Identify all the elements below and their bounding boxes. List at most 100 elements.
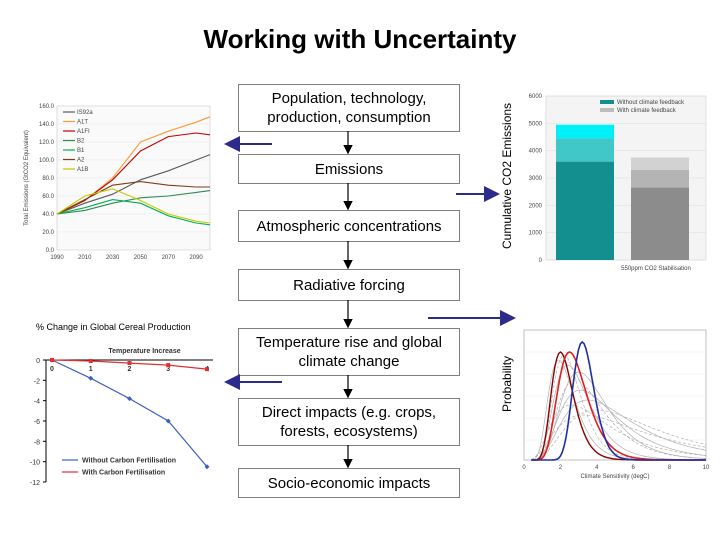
data-point — [127, 396, 132, 402]
bar-segment — [631, 169, 689, 188]
x-tick-label: 2010 — [78, 255, 92, 261]
pdf-curve-blue — [531, 340, 706, 461]
x-tick-label: 1 — [89, 366, 93, 373]
y-axis-label: Total Emissions (GtCO2 Equivalent) — [24, 130, 30, 226]
y-tick-label: 120.0 — [39, 140, 55, 146]
bar-segment — [631, 157, 689, 170]
y-tick-label: 160.0 — [39, 104, 55, 110]
x-tick-label: 2050 — [134, 255, 148, 261]
series-line — [56, 199, 211, 226]
data-point — [127, 361, 132, 366]
y-tick-label: 20.0 — [42, 230, 54, 236]
y-tick-label: 2000 — [529, 203, 543, 209]
legend-label: B1 — [77, 148, 85, 154]
x-tick-label: 4 — [595, 465, 599, 471]
y-tick-label: -2 — [34, 378, 40, 385]
series-line — [56, 132, 211, 215]
x-axis-label: 550ppm CO2 Stabilisation — [621, 266, 691, 272]
flow-step-impacts: Direct impacts (e.g. crops, forests, eco… — [238, 398, 460, 446]
flow-step-forcing: Radiative forcing — [238, 269, 460, 301]
y-tick-label: 5000 — [529, 121, 543, 127]
data-point — [88, 359, 93, 364]
x-tick-label: 3 — [166, 366, 170, 373]
y-tick-label: 1000 — [529, 231, 543, 237]
model-pdf-curve — [531, 371, 707, 461]
y-tick-label: 40.0 — [42, 212, 54, 218]
flow-step-concentrations: Atmospheric concentrations — [238, 210, 460, 242]
flow-step-emissions: Emissions — [238, 154, 460, 184]
emissions-scenarios-chart: 0.0 20.0 40.0 60.0 80.0 100.0 120.0 140.0 160.0 1… — [24, 104, 211, 261]
plot-area — [523, 329, 707, 461]
climate-sensitivity-chart: 0 2 4 6 8 10 Climate Sensitivity (degC) — [522, 329, 710, 480]
model-pdf-curve — [531, 409, 707, 461]
y-tick-label: 80.0 — [42, 176, 54, 182]
series-line — [56, 190, 211, 215]
x-tick-label: 0 — [50, 366, 54, 373]
y-tick-label: 6000 — [529, 94, 543, 100]
model-pdf-curve — [531, 399, 707, 461]
data-point — [166, 363, 171, 368]
legend-swatch — [600, 108, 614, 112]
x-tick-label: 2090 — [189, 255, 203, 261]
data-point — [88, 375, 94, 381]
legend-label: With Carbon Fertilisation — [82, 470, 165, 477]
series-line — [56, 188, 211, 224]
y-tick-label: -4 — [34, 399, 40, 406]
model-pdf-curve — [531, 414, 707, 460]
x-tick-label: 0 — [522, 465, 526, 471]
y-tick-label: 0 — [539, 258, 543, 264]
series-line — [51, 359, 208, 468]
cumulative-axis-label: Cumulative CO2 Emissions — [500, 102, 514, 249]
cereal-chart-title: Temperature Increase — [108, 348, 180, 355]
flow-step-drivers: Population, technology, production, cons… — [238, 84, 460, 132]
y-tick-label: -8 — [34, 439, 40, 446]
y-tick-label: -12 — [30, 480, 40, 487]
data-point — [50, 358, 54, 362]
y-tick-label: 60.0 — [42, 194, 54, 200]
cereal-chart-label: % Change in Global Cereal Production — [36, 322, 191, 332]
y-tick-label: -6 — [34, 419, 40, 426]
legend-label: A1FI — [77, 129, 90, 135]
x-tick-label: 1990 — [50, 255, 64, 261]
y-tick-label: 4000 — [529, 149, 543, 155]
data-point — [205, 367, 209, 372]
data-point — [165, 418, 171, 424]
legend-swatch — [600, 100, 614, 104]
probability-axis-label: Probability — [500, 355, 514, 412]
legend-label: B2 — [77, 139, 85, 145]
cumulative-emissions-chart: 0 1000 2000 3000 4000 5000 6000 Without climate… — [529, 94, 707, 272]
legend-label: A1T — [77, 120, 88, 126]
legend-label: Without climate feedback — [617, 100, 685, 106]
y-tick-label: 3000 — [529, 176, 543, 182]
legend-label: With climate feedback — [617, 108, 677, 114]
x-tick-label: 2 — [559, 465, 563, 471]
x-tick-label: 10 — [703, 465, 710, 471]
flow-step-socioeconomic: Socio-economic impacts — [238, 468, 460, 498]
data-point — [204, 464, 210, 470]
y-tick-label: 100.0 — [39, 158, 55, 164]
model-pdf-curve — [531, 379, 707, 461]
bar-segment — [631, 187, 689, 260]
x-tick-label: 2070 — [162, 255, 176, 261]
series-line — [56, 181, 210, 215]
x-tick-label: 2030 — [106, 255, 120, 261]
x-tick-label: 8 — [668, 465, 672, 471]
y-tick-label: 0 — [36, 358, 40, 365]
page-title: Working with Uncertainty — [203, 24, 517, 54]
flow-step-temperature: Temperature rise and global climate chan… — [238, 328, 460, 376]
bar-segment — [556, 161, 614, 260]
y-tick-label: 140.0 — [39, 122, 55, 128]
model-pdf-curve — [531, 404, 707, 460]
x-tick-label: 6 — [632, 465, 636, 471]
series-line — [56, 154, 211, 215]
cereal-change-chart: Temperature Increase0-2-4-6-8-10-1201234… — [30, 348, 213, 487]
legend-label: A1B — [77, 167, 88, 173]
y-tick-label: -10 — [30, 460, 40, 467]
model-pdf-curve — [531, 389, 707, 461]
bar-segment — [556, 124, 614, 139]
legend-label: Without Carbon Fertilisation — [82, 458, 176, 465]
bar-segment — [556, 138, 614, 162]
legend-label: A2 — [77, 158, 85, 164]
x-axis-label: Climate Sensitivity (degC) — [580, 474, 649, 480]
